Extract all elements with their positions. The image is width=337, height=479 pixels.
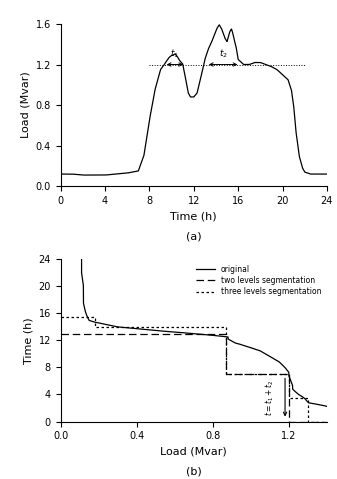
two levels segmentation: [59, 331, 63, 336]
X-axis label: Time (h): Time (h): [171, 212, 217, 221]
original: [295, 390, 299, 396]
three levels segmentation: [93, 324, 97, 330]
two levels segmentation: [325, 419, 329, 424]
original: [81, 277, 85, 283]
X-axis label: Load (Mvar): Load (Mvar): [160, 447, 227, 457]
Text: $t_2$: $t_2$: [219, 48, 227, 60]
Line: original: original: [82, 259, 337, 422]
three levels segmentation: [287, 395, 291, 401]
three levels segmentation: [325, 419, 329, 424]
two levels segmentation: [224, 331, 228, 336]
three levels segmentation: [287, 371, 291, 377]
Line: three levels segmentation: three levels segmentation: [61, 317, 327, 422]
three levels segmentation: [306, 395, 310, 401]
Y-axis label: Load (Mvar): Load (Mvar): [20, 72, 30, 138]
Text: $t=t_1+t_2$: $t=t_1+t_2$: [263, 379, 276, 416]
two levels segmentation: [224, 371, 228, 377]
Y-axis label: Time (h): Time (h): [23, 317, 33, 364]
Text: (b): (b): [186, 467, 202, 477]
original: [307, 400, 311, 406]
Line: two levels segmentation: two levels segmentation: [61, 333, 327, 422]
three levels segmentation: [224, 324, 228, 330]
Text: $t_1$: $t_1$: [171, 48, 179, 60]
three levels segmentation: [306, 419, 310, 424]
original: [273, 356, 277, 362]
original: [261, 349, 265, 355]
Text: (a): (a): [186, 232, 202, 242]
original: [80, 256, 84, 262]
three levels segmentation: [93, 314, 97, 319]
three levels segmentation: [224, 371, 228, 377]
two levels segmentation: [287, 419, 291, 424]
three levels segmentation: [59, 314, 63, 319]
Legend: original, two levels segmentation, three levels segmentation: original, two levels segmentation, three…: [194, 263, 323, 298]
original: [80, 260, 84, 265]
two levels segmentation: [287, 371, 291, 377]
